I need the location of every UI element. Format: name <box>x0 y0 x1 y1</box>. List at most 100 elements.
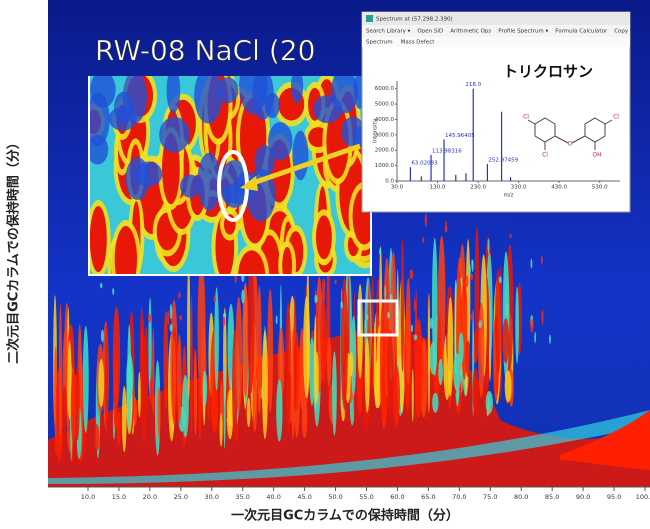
toolbar-item[interactable]: Open SID <box>417 29 443 35</box>
toolbar-item[interactable]: Copy t <box>614 29 633 35</box>
toolbar-item[interactable]: Arithmetic Ops <box>450 29 491 35</box>
toolbar-item[interactable]: Profile Spectrum ▾ <box>498 29 548 35</box>
speck <box>213 295 217 303</box>
speck <box>99 282 103 289</box>
streak <box>458 332 464 365</box>
streak <box>214 287 219 391</box>
speck <box>386 311 391 319</box>
streak <box>112 352 118 430</box>
streak <box>400 239 405 373</box>
streak <box>387 330 394 419</box>
speck <box>384 285 387 301</box>
x-tick-label: 85.0 <box>545 493 559 501</box>
streak <box>306 264 310 391</box>
streak <box>212 387 219 433</box>
streak <box>149 377 154 404</box>
streak <box>172 336 176 417</box>
speck <box>321 287 326 303</box>
speck <box>222 312 227 319</box>
x-tick-label: 20.0 <box>143 493 157 501</box>
speck <box>253 281 258 291</box>
streak <box>267 289 274 413</box>
speck <box>311 330 314 340</box>
blue-patch <box>254 145 275 177</box>
corner <box>560 410 650 470</box>
streak <box>495 269 502 375</box>
blob-inner <box>282 246 293 274</box>
atom-label: O <box>568 141 573 148</box>
peak-label: 218.0 <box>465 82 481 88</box>
streak <box>62 385 67 433</box>
speck <box>444 225 448 233</box>
atom-label: Cl <box>542 152 548 159</box>
streak <box>504 370 512 403</box>
streak <box>252 375 258 432</box>
blue-patch <box>90 92 110 147</box>
window-title: Spectrum at (57.298,2.390) <box>376 17 453 23</box>
speck <box>462 298 466 311</box>
speck <box>468 263 471 278</box>
streak <box>465 340 471 378</box>
speck <box>429 317 434 329</box>
x-tick-label: 25.0 <box>174 493 188 501</box>
streak <box>246 397 251 428</box>
speck <box>470 312 475 322</box>
x-tick-label: 30.0 <box>391 185 404 191</box>
streak <box>98 358 105 408</box>
streak <box>392 365 401 426</box>
speck <box>222 316 226 327</box>
streak <box>340 277 348 410</box>
speck <box>179 314 182 321</box>
title-bar <box>362 12 630 25</box>
streak <box>144 326 149 418</box>
x-tick-label: 100.0 <box>636 493 650 501</box>
spectrum-window: Spectrum at (57.298,2.390) トリクロサン Search… <box>361 11 633 213</box>
inset-title: RW-08 NaCl (20 <box>95 34 315 67</box>
x-tick-label: 95.0 <box>607 493 621 501</box>
streak <box>181 374 189 438</box>
tab[interactable]: Spectrum <box>366 40 393 46</box>
x-tick-label: 15.0 <box>112 493 126 501</box>
streak <box>453 353 462 392</box>
speck <box>112 288 115 296</box>
blue-patch <box>166 76 181 114</box>
streak <box>293 295 297 414</box>
toolbar-item[interactable]: Search Library ▾ <box>366 29 411 35</box>
streak <box>326 337 332 387</box>
speck <box>409 269 414 280</box>
speck <box>469 274 474 280</box>
x-tick-label: 80.0 <box>514 493 528 501</box>
x-tick-label: 430.0 <box>551 185 567 191</box>
streak <box>207 376 210 421</box>
streak <box>405 277 411 385</box>
x-tick-label: 55.0 <box>359 493 373 501</box>
peak-label: 63.02093 <box>411 161 438 167</box>
streak <box>472 367 479 415</box>
speck <box>148 313 152 323</box>
streak <box>502 318 510 364</box>
atom-label: OH <box>592 152 601 159</box>
streak <box>379 301 386 423</box>
highlight-box <box>357 299 399 337</box>
speck <box>384 311 386 326</box>
y-tick-label: 0.0 <box>385 179 394 185</box>
streak <box>137 371 141 418</box>
speck <box>471 259 474 273</box>
streak <box>262 329 268 440</box>
x-tick-label: 330.0 <box>511 185 527 191</box>
streak <box>276 379 283 442</box>
blue-patch <box>239 76 268 115</box>
speck <box>506 303 509 318</box>
streak <box>309 337 315 406</box>
tab[interactable]: Mass Defect <box>401 40 436 46</box>
toolbar <box>362 25 630 37</box>
toolbar-item[interactable]: Formula Calculator <box>555 29 608 35</box>
streak <box>202 371 208 407</box>
x-tick-label: 130.0 <box>430 185 446 191</box>
band <box>48 410 650 484</box>
peak-label: 145.96405 <box>445 133 475 139</box>
speck <box>509 233 512 239</box>
inset-heatmap <box>90 76 370 274</box>
x-tick-label: 10.0 <box>81 493 95 501</box>
speck <box>549 334 551 344</box>
